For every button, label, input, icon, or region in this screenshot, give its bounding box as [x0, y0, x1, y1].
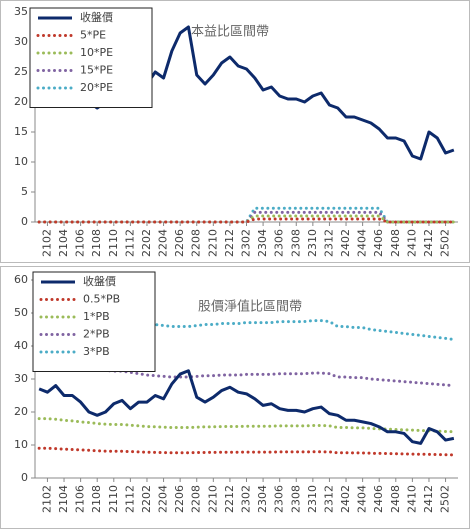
- legend-label: 10*PE: [80, 46, 113, 59]
- x-tick-label: 2210: [206, 485, 219, 513]
- x-tick-label: 2204: [157, 229, 170, 257]
- x-tick-label: 2308: [289, 485, 302, 513]
- x-tick-label: 2402: [339, 485, 352, 513]
- legend-box: [29, 7, 153, 108]
- series-line: [37, 210, 456, 224]
- x-tick-label: 2212: [223, 229, 236, 257]
- x-tick-label: 2204: [157, 485, 170, 513]
- y-tick-label: 25: [14, 65, 28, 78]
- x-tick-label: 2302: [240, 229, 253, 257]
- x-tick-label: 2404: [356, 229, 369, 257]
- y-tick-label: 0: [21, 215, 28, 228]
- y-tick-label: 35: [14, 5, 28, 18]
- x-tick-label: 2108: [90, 229, 103, 257]
- chart-title: 股價淨值比區間帶: [198, 299, 302, 315]
- x-tick-label: 2110: [107, 229, 120, 257]
- x-tick-label: 2406: [372, 485, 385, 513]
- series-line: [37, 217, 456, 224]
- x-tick-label: 2502: [439, 229, 452, 257]
- x-tick-label: 2112: [123, 485, 136, 513]
- x-tick-label: 2212: [223, 485, 236, 513]
- x-tick-label: 2410: [405, 485, 418, 513]
- x-tick-label: 2310: [306, 229, 319, 257]
- legend-box: [32, 271, 156, 372]
- legend-label: 1*PB: [83, 310, 110, 323]
- x-tick-label: 2408: [389, 485, 402, 513]
- legend-label: 收盤價: [83, 274, 116, 288]
- x-tick-label: 2408: [389, 229, 402, 257]
- y-tick-label: 30: [14, 372, 28, 385]
- y-tick-label: 60: [14, 273, 28, 286]
- x-tick-label: 2312: [322, 485, 335, 513]
- y-tick-label: 20: [14, 95, 28, 108]
- x-tick-label: 2202: [140, 485, 153, 513]
- x-tick-label: 2110: [107, 485, 120, 513]
- x-tick-label: 2104: [57, 485, 70, 513]
- y-tick-label: 10: [14, 155, 28, 168]
- x-tick-label: 2206: [173, 485, 186, 513]
- x-tick-label: 2412: [422, 485, 435, 513]
- x-tick-label: 2312: [322, 229, 335, 257]
- x-tick-label: 2310: [306, 485, 319, 513]
- x-tick-label: 2304: [256, 485, 269, 513]
- legend-label: 5*PE: [80, 29, 106, 42]
- series-line: [37, 446, 456, 457]
- x-tick-label: 2404: [356, 485, 369, 513]
- x-tick-label: 2502: [439, 485, 452, 513]
- y-tick-label: 5: [21, 185, 28, 198]
- x-tick-label: 2106: [74, 229, 87, 257]
- x-tick-label: 2112: [123, 229, 136, 257]
- x-tick-label: 2102: [40, 229, 53, 257]
- legend-label: 收盤價: [80, 10, 113, 24]
- y-tick-label: 40: [14, 339, 28, 352]
- x-tick-label: 2412: [422, 229, 435, 257]
- x-tick-label: 2104: [57, 229, 70, 257]
- legend-label: 0.5*PB: [83, 293, 120, 306]
- legend-label: 20*PE: [80, 81, 113, 94]
- y-tick-label: 10: [14, 438, 28, 451]
- x-tick-label: 2106: [74, 485, 87, 513]
- x-tick-label: 2108: [90, 485, 103, 513]
- series-line: [38, 369, 455, 445]
- y-tick-label: 30: [14, 35, 28, 48]
- x-tick-label: 2208: [190, 485, 203, 513]
- x-tick-label: 2402: [339, 229, 352, 257]
- x-tick-label: 2308: [289, 229, 302, 257]
- x-tick-label: 2208: [190, 229, 203, 257]
- x-tick-label: 2306: [273, 485, 286, 513]
- y-tick-label: 0: [21, 471, 28, 484]
- x-tick-label: 2410: [405, 229, 418, 257]
- y-tick-label: 50: [14, 306, 28, 319]
- x-tick-label: 2206: [173, 229, 186, 257]
- x-tick-label: 2210: [206, 229, 219, 257]
- y-tick-label: 15: [14, 125, 28, 138]
- legend-label: 2*PB: [83, 328, 110, 341]
- x-tick-label: 2302: [240, 485, 253, 513]
- x-tick-label: 2202: [140, 229, 153, 257]
- legend-label: 3*PB: [83, 345, 110, 358]
- x-tick-label: 2304: [256, 229, 269, 257]
- x-tick-label: 2306: [273, 229, 286, 257]
- x-tick-label: 2406: [372, 229, 385, 257]
- legend-label: 15*PE: [80, 64, 113, 77]
- chart-title: 本益比區間帶: [191, 25, 269, 40]
- y-tick-label: 20: [14, 405, 28, 418]
- x-tick-label: 2102: [40, 485, 53, 513]
